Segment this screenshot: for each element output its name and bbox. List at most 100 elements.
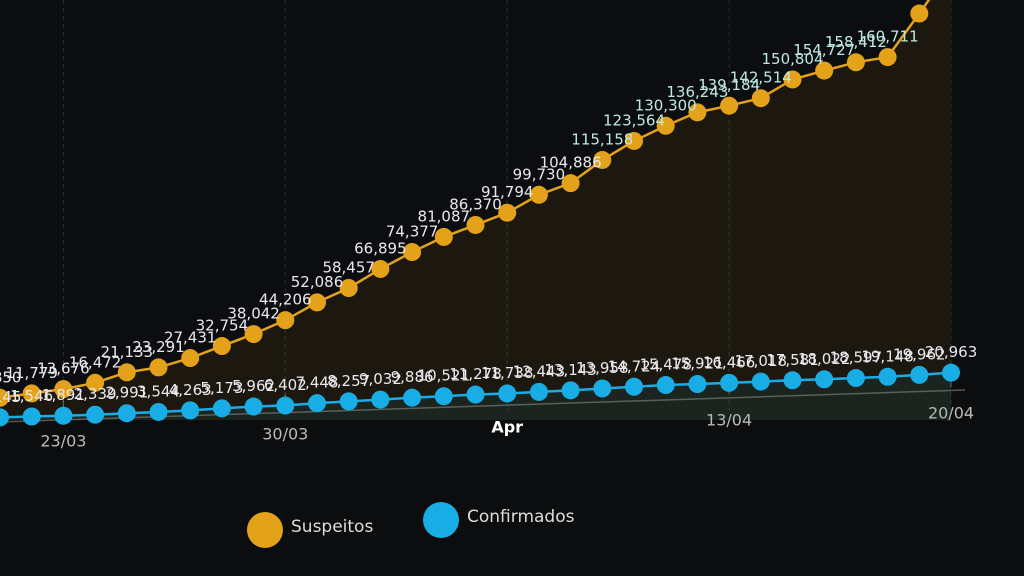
data-point — [339, 392, 358, 411]
data-label: 154,727 — [793, 41, 855, 59]
data-label: 17,018 — [735, 352, 788, 370]
data-point — [149, 402, 168, 421]
data-label: 52,086 — [291, 273, 344, 291]
data-label: 27,431 — [164, 329, 217, 347]
data-label: 16,472 — [69, 353, 122, 371]
data-label: 10,521 — [418, 367, 471, 385]
data-point — [181, 401, 200, 420]
data-label: 44,206 — [259, 291, 312, 309]
data-label: 2,991 — [105, 384, 148, 402]
data-label: 38,042 — [227, 305, 280, 323]
data-point — [688, 375, 707, 394]
data-label: 158,412 — [825, 33, 887, 51]
data-label: 12,443 — [513, 362, 566, 380]
data-label: 9,886 — [391, 368, 434, 386]
data-label: 58,457 — [322, 259, 375, 277]
x-tick-label: 20/04 — [928, 404, 974, 423]
data-label: 5,173 — [200, 379, 243, 397]
data-point — [212, 399, 231, 418]
data-point — [942, 363, 960, 382]
data-point — [86, 373, 105, 392]
data-label: 9,850 — [0, 368, 21, 386]
data-label: 91,794 — [481, 183, 534, 201]
data-point — [54, 406, 73, 425]
data-point — [878, 48, 897, 67]
data-label: 115,158 — [571, 130, 633, 148]
data-point — [276, 311, 295, 330]
data-point — [434, 387, 453, 406]
legend-label: Suspeitos — [291, 517, 373, 537]
legend-marker — [423, 502, 459, 538]
data-label: 11,779 — [5, 364, 58, 382]
data-point — [910, 4, 929, 23]
data-label: 66,895 — [354, 239, 407, 257]
data-point — [688, 103, 707, 122]
data-label: 130,300 — [635, 96, 697, 114]
data-label: 13,143 — [544, 361, 597, 379]
data-label: 2,339 — [74, 385, 117, 403]
data-label: 5,962 — [232, 377, 275, 395]
data-label: 17,581 — [766, 351, 819, 369]
data-label: 81,087 — [418, 207, 471, 225]
data-label: 4,263 — [169, 381, 212, 399]
data-point — [878, 367, 897, 386]
data-label: 150,804 — [761, 50, 823, 68]
data-point — [751, 372, 770, 391]
data-label: 86,370 — [449, 195, 502, 213]
data-label: 9,032 — [359, 370, 402, 388]
data-point — [403, 243, 422, 262]
data-point — [434, 227, 453, 246]
data-label: 142,514 — [730, 69, 792, 87]
data-point — [625, 377, 643, 396]
data-point — [22, 384, 41, 403]
data-point — [149, 358, 168, 377]
data-point — [181, 349, 200, 368]
data-point — [910, 365, 929, 384]
data-label: 13,676 — [37, 360, 90, 378]
data-label: 14,724 — [608, 357, 661, 375]
data-label: 11,278 — [449, 365, 502, 383]
data-point — [656, 376, 675, 395]
data-label: 1,891 — [42, 386, 85, 404]
data-point — [339, 279, 358, 298]
data-point — [625, 131, 643, 150]
data-point — [244, 397, 263, 416]
data-point — [783, 70, 802, 89]
x-tick-label: 23/03 — [40, 432, 86, 451]
data-point — [720, 373, 739, 392]
data-point — [815, 61, 834, 80]
data-point — [308, 394, 326, 413]
data-point — [308, 293, 326, 312]
data-label: 74,377 — [386, 223, 439, 241]
data-point — [656, 116, 675, 135]
data-point — [720, 96, 739, 115]
data-label: 19,962 — [893, 345, 946, 363]
data-point — [466, 385, 485, 404]
data-label: 3,544 — [137, 382, 180, 400]
legend-marker — [247, 512, 283, 548]
data-label: 32,754 — [196, 317, 249, 335]
data-point — [466, 215, 485, 234]
data-point — [371, 390, 390, 409]
data-point — [783, 371, 802, 390]
data-point — [593, 379, 612, 398]
data-point — [22, 407, 41, 426]
data-label: 139,184 — [698, 76, 760, 94]
data-label: 15,921 — [671, 355, 724, 373]
data-label: 20,963 — [925, 343, 978, 361]
data-point — [498, 384, 517, 403]
data-point — [529, 185, 548, 204]
data-point — [0, 408, 9, 427]
data-point — [117, 363, 136, 382]
data-point — [846, 369, 865, 388]
data-point — [403, 388, 422, 407]
x-tick-label: 30/03 — [262, 425, 308, 444]
data-point — [86, 405, 105, 424]
data-label: 21,133 — [101, 343, 154, 361]
data-point — [593, 150, 612, 169]
data-label: 19,148 — [861, 347, 914, 365]
data-label: 23,291 — [132, 338, 185, 356]
data-point — [244, 325, 263, 344]
